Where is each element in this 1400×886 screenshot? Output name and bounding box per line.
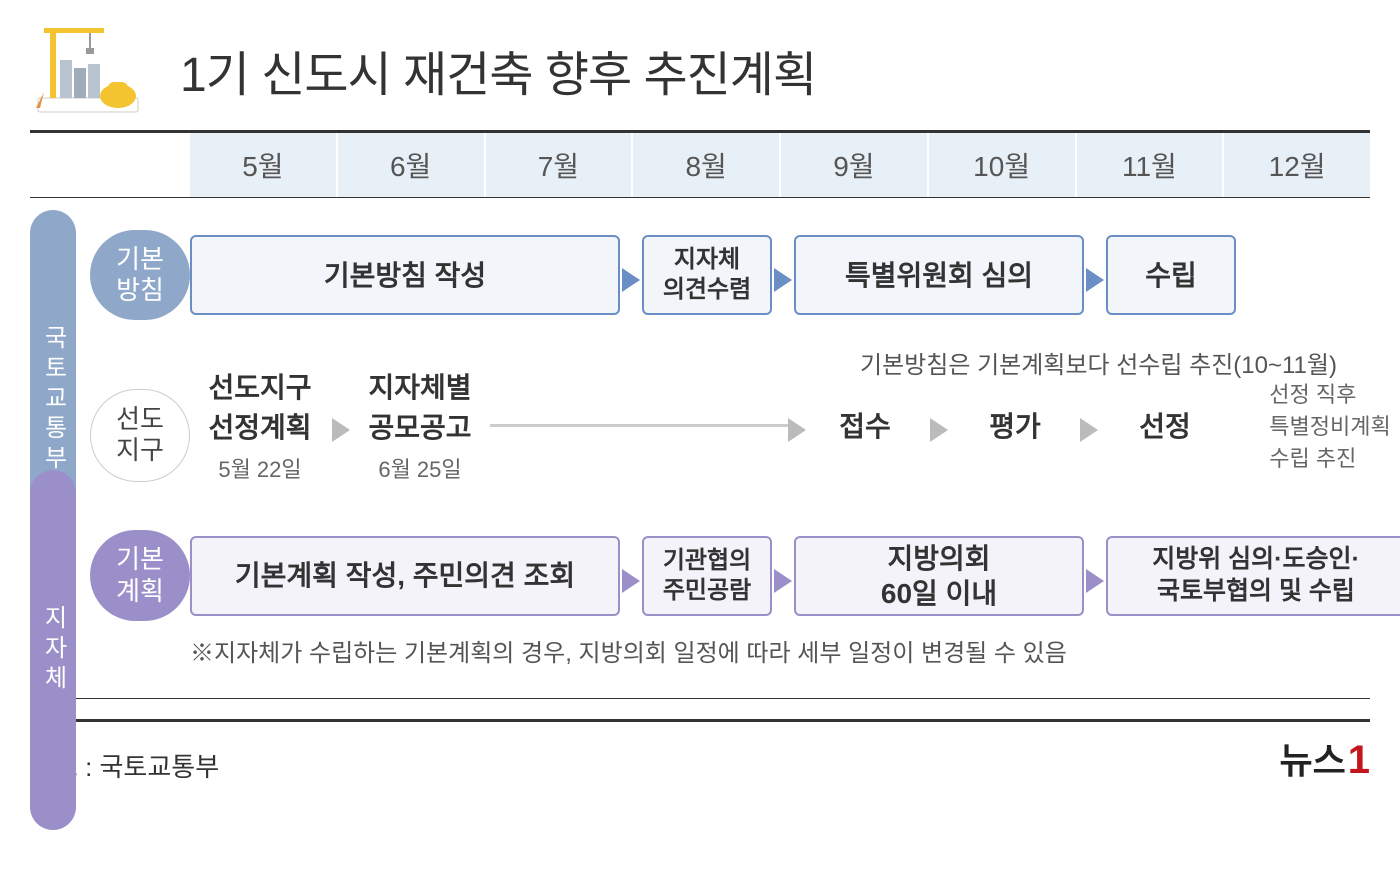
step-text: 평가 xyxy=(960,385,1070,465)
month-cell: 8월 xyxy=(631,133,779,197)
step-box: 지방위 심의·도승인· 국토부협의 및 수립 xyxy=(1106,536,1400,616)
month-cell: 12월 xyxy=(1222,133,1370,197)
arrow-icon xyxy=(622,268,640,292)
category-rails: 국토교통부 지자체 xyxy=(30,210,90,688)
step-text: 선정 직후 특별정비계획 수립 추진 xyxy=(1240,385,1400,465)
step-box: 지자체 의견수렴 xyxy=(642,235,772,315)
step-box: 수립 xyxy=(1106,235,1236,315)
step-text: 선정 xyxy=(1110,385,1220,465)
construction-icon xyxy=(30,20,160,120)
arrow-icon xyxy=(774,268,792,292)
step-main: 선도지구 선정계획 xyxy=(208,366,311,446)
step-text: 접수 xyxy=(810,385,920,465)
divider xyxy=(30,197,1370,198)
month-header: 5월 6월 7월 8월 9월 10월 11월 12월 xyxy=(30,133,1370,197)
rail-label: 지자체 xyxy=(36,605,71,695)
step-box: 기관협의 주민공람 xyxy=(642,536,772,616)
step-main: 지자체별 공모공고 xyxy=(368,366,471,446)
logo-number: 1 xyxy=(1348,738,1370,783)
rail-local-gov: 지자체 xyxy=(30,470,76,830)
arrow-icon xyxy=(1086,569,1104,593)
step-text: 선도지구 선정계획 5월 22일 xyxy=(190,385,330,465)
step-box: 지방의회 60일 이내 xyxy=(794,536,1084,616)
row-basic-plan: 기본 계획 기본계획 작성, 주민의견 조회 기관협의 주민공람 지방의회 60… xyxy=(90,530,1370,620)
row-pill: 기본 방침 xyxy=(90,230,190,320)
row-lead-district: 선도 지구 선도지구 선정계획 5월 22일 지자체별 공모공고 6월 25일 xyxy=(90,380,1370,490)
arrow-icon xyxy=(1086,268,1104,292)
row-basic-policy: 기본 방침 기본방침 작성 지자체 의견수렴 특별위원회 심의 수립 xyxy=(90,230,1370,320)
logo-text: 뉴스 xyxy=(1280,732,1346,784)
month-cell: 7월 xyxy=(484,133,632,197)
note-text: ※지자체가 수립하는 기본계획의 경우, 지방의회 일정에 따라 세부 일정이 … xyxy=(190,633,1370,668)
step-box: 기본계획 작성, 주민의견 조회 xyxy=(190,536,620,616)
page-title: 1기 신도시 재건축 향후 추진계획 xyxy=(180,35,816,105)
news1-logo: 뉴스1 xyxy=(1280,732,1371,784)
arrow-icon xyxy=(1080,418,1098,442)
arrow-icon xyxy=(622,569,640,593)
note-text: 기본방침은 기본계획보다 선수립 추진(10~11월) xyxy=(860,345,1337,380)
month-cell: 11월 xyxy=(1075,133,1223,197)
step-main: 선정 직후 특별정비계획 수립 추진 xyxy=(1269,377,1390,473)
step-sub: 6월 25일 xyxy=(378,452,461,484)
arrow-icon xyxy=(930,418,948,442)
step-box: 특별위원회 심의 xyxy=(794,235,1084,315)
footer: 자료 : 국토교통부 뉴스1 xyxy=(30,722,1370,794)
connector-line xyxy=(490,424,790,427)
row-pill: 기본 계획 xyxy=(90,530,190,620)
divider xyxy=(30,698,1370,699)
arrow-icon xyxy=(332,418,350,442)
step-box: 기본방침 작성 xyxy=(190,235,620,315)
header: 1기 신도시 재건축 향후 추진계획 xyxy=(30,20,1370,120)
step-main: 선정 xyxy=(1139,405,1191,445)
step-main: 접수 xyxy=(839,405,891,445)
arrow-icon xyxy=(774,569,792,593)
step-main: 평가 xyxy=(989,405,1041,445)
rail-label: 국토교통부 xyxy=(36,325,71,475)
step-sub: 5월 22일 xyxy=(218,452,301,484)
month-cell: 9월 xyxy=(779,133,927,197)
step-text: 지자체별 공모공고 6월 25일 xyxy=(350,385,490,465)
month-cell: 10월 xyxy=(927,133,1075,197)
row-pill: 선도 지구 xyxy=(90,389,190,481)
month-cell: 6월 xyxy=(336,133,484,197)
arrow-icon xyxy=(788,418,806,442)
month-cell: 5월 xyxy=(190,133,336,197)
